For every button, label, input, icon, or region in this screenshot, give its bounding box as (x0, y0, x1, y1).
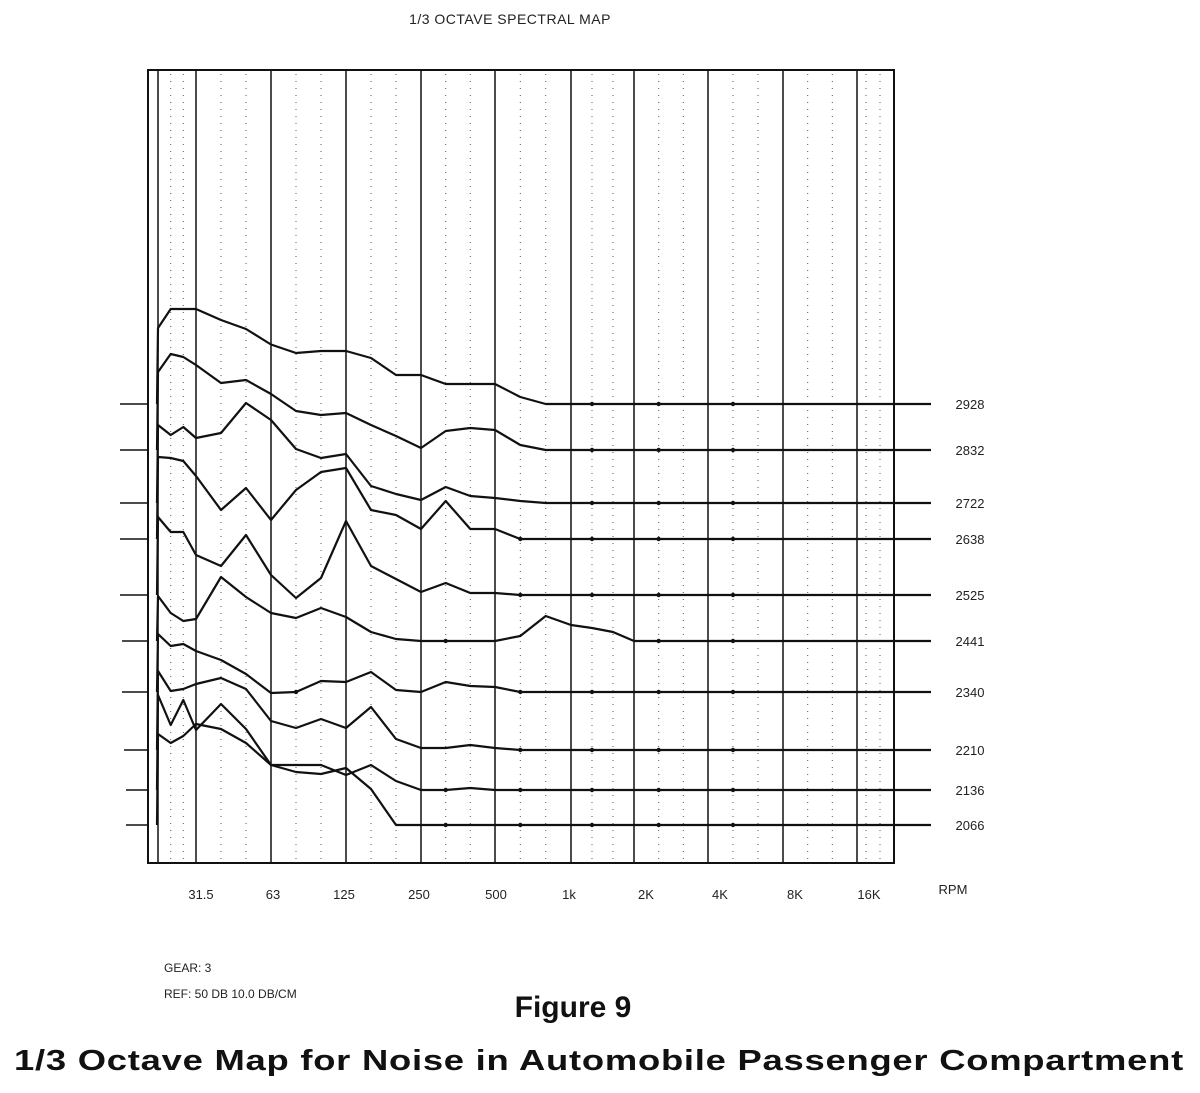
band-marker (589, 747, 595, 753)
band-marker (656, 500, 661, 506)
band-marker (730, 787, 736, 793)
spectrum-trace (155, 669, 931, 752)
band-marker (589, 536, 595, 542)
x-tick-label: 125 (333, 887, 355, 902)
x-tick-label: 8K (787, 887, 803, 902)
rpm-label-2136: 2136 (956, 783, 985, 798)
spectrum-trace (155, 307, 931, 406)
band-marker (518, 536, 523, 542)
band-marker (589, 822, 595, 828)
x-tick-label: 2K (638, 887, 654, 902)
spectrum-trace (155, 693, 931, 792)
spectrum-trace (155, 455, 931, 541)
band-marker (518, 689, 523, 695)
rpm-labels: 2928 2832 2722 2638 2525 2441 2340 2210 2136 2066 (956, 397, 985, 833)
rpm-label-2722: 2722 (956, 496, 985, 511)
x-tick-label: 16K (857, 887, 880, 902)
spectrum-trace (155, 722, 931, 827)
reference-note: REF: 50 DB 10.0 DB/CM (164, 987, 297, 1001)
figure-caption: 1/3 Octave Map for Noise in Automobile P… (14, 1045, 1184, 1077)
band-marker (730, 822, 736, 828)
chart-frame (147, 69, 895, 864)
band-marker (656, 747, 661, 753)
spectrum-trace (155, 401, 931, 505)
x-tick-label: 4K (712, 887, 728, 902)
x-tick-label: 31.5 (188, 887, 213, 902)
band-marker (589, 787, 595, 793)
band-marker (443, 638, 448, 644)
spectrum-series-2525 (120, 515, 931, 600)
spectrum-trace (155, 632, 931, 695)
band-marker (518, 787, 523, 793)
band-marker (589, 401, 595, 407)
spectrum-series-2832 (120, 352, 931, 453)
spectrum-trace (155, 575, 931, 643)
spectrum-series-2066 (126, 722, 931, 828)
spectrum-series-layer (120, 307, 931, 828)
rpm-label-2441: 2441 (956, 634, 985, 649)
spectrum-series-2441 (122, 575, 931, 644)
band-marker (518, 822, 523, 828)
spectrum-trace (155, 352, 931, 452)
spectrum-trace (155, 515, 931, 600)
band-marker (656, 689, 661, 695)
band-marker (656, 592, 661, 598)
x-tick-label: 1k (562, 887, 576, 902)
spectrum-series-2340 (122, 632, 931, 695)
band-marker (656, 401, 661, 407)
band-marker (730, 447, 736, 453)
rpm-label-2210: 2210 (956, 743, 985, 758)
x-tick-labels: 31.5 63 125 250 500 1k 2K 4K 8K 16K (188, 887, 881, 902)
band-marker (730, 401, 736, 407)
band-marker (730, 592, 736, 598)
band-marker (443, 787, 448, 793)
rpm-label-2928: 2928 (956, 397, 985, 412)
band-marker (730, 500, 736, 506)
band-marker (656, 638, 661, 644)
rpm-label-2340: 2340 (956, 685, 985, 700)
rpm-label-2525: 2525 (956, 588, 985, 603)
spectrum-series-2638 (120, 455, 931, 542)
chart-grid (157, 70, 881, 863)
band-marker (443, 822, 448, 828)
band-marker (730, 536, 736, 542)
band-marker (589, 447, 595, 453)
band-marker (589, 500, 595, 506)
band-marker (656, 822, 661, 828)
band-marker (518, 592, 523, 598)
rpm-label-2066: 2066 (956, 818, 985, 833)
band-marker (518, 747, 523, 753)
x-tick-label: 63 (266, 887, 280, 902)
x-axis-unit-label: RPM (939, 882, 968, 897)
spectrum-series-2136 (126, 693, 931, 793)
figure-number: Figure 9 (515, 991, 632, 1024)
band-marker (730, 747, 736, 753)
spectrum-series-2928 (120, 307, 931, 407)
rpm-label-2832: 2832 (956, 443, 985, 458)
x-tick-label: 250 (408, 887, 430, 902)
chart-title: 1/3 OCTAVE SPECTRAL MAP (409, 11, 611, 27)
band-marker (589, 592, 595, 598)
band-marker (656, 447, 661, 453)
band-marker (589, 689, 595, 695)
band-marker (656, 536, 661, 542)
rpm-label-2638: 2638 (956, 532, 985, 547)
band-marker (656, 787, 661, 793)
spectrum-series-2210 (124, 669, 931, 753)
spectrum-series-2722 (120, 401, 931, 506)
band-marker (730, 638, 736, 644)
band-marker (293, 689, 299, 695)
x-tick-label: 500 (485, 887, 507, 902)
gear-note: GEAR: 3 (164, 961, 212, 975)
band-marker (730, 689, 736, 695)
